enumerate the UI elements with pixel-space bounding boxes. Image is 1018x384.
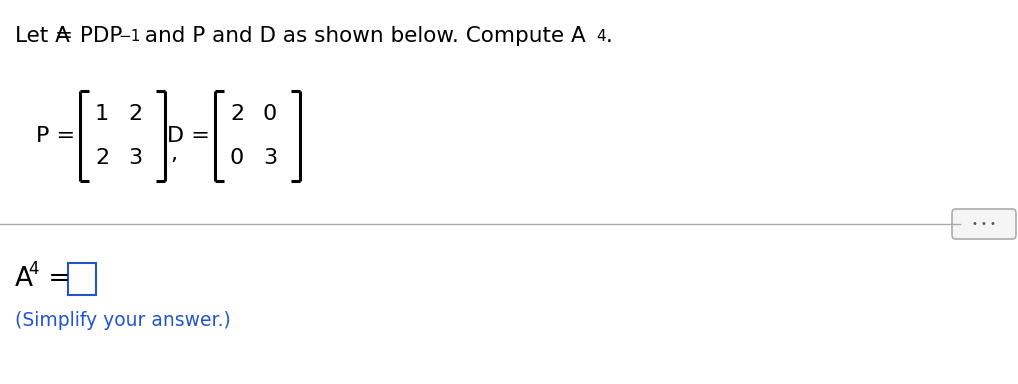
Text: D =: D =: [167, 126, 210, 146]
Text: ,: ,: [170, 144, 177, 164]
Text: =: =: [40, 266, 70, 292]
FancyBboxPatch shape: [952, 209, 1016, 239]
Text: 1: 1: [95, 104, 109, 124]
Text: A: A: [15, 266, 33, 292]
Text: 2: 2: [230, 104, 244, 124]
Text: P =: P =: [36, 126, 75, 146]
Text: 2: 2: [128, 104, 143, 124]
Text: 0: 0: [230, 148, 244, 168]
Text: = PDP: = PDP: [55, 26, 122, 46]
Text: 4: 4: [29, 260, 39, 278]
Text: 4: 4: [596, 29, 606, 44]
Text: 0: 0: [263, 104, 277, 124]
Text: −1: −1: [118, 29, 140, 44]
Text: • • •: • • •: [972, 219, 996, 229]
FancyBboxPatch shape: [68, 263, 96, 295]
Text: 2: 2: [95, 148, 109, 168]
Text: (Simplify your answer.): (Simplify your answer.): [15, 311, 231, 331]
Text: 3: 3: [128, 148, 143, 168]
Text: .: .: [606, 26, 613, 46]
Text: 3: 3: [263, 148, 277, 168]
Text: and P and D as shown below. Compute A: and P and D as shown below. Compute A: [138, 26, 585, 46]
Text: Let A: Let A: [15, 26, 70, 46]
